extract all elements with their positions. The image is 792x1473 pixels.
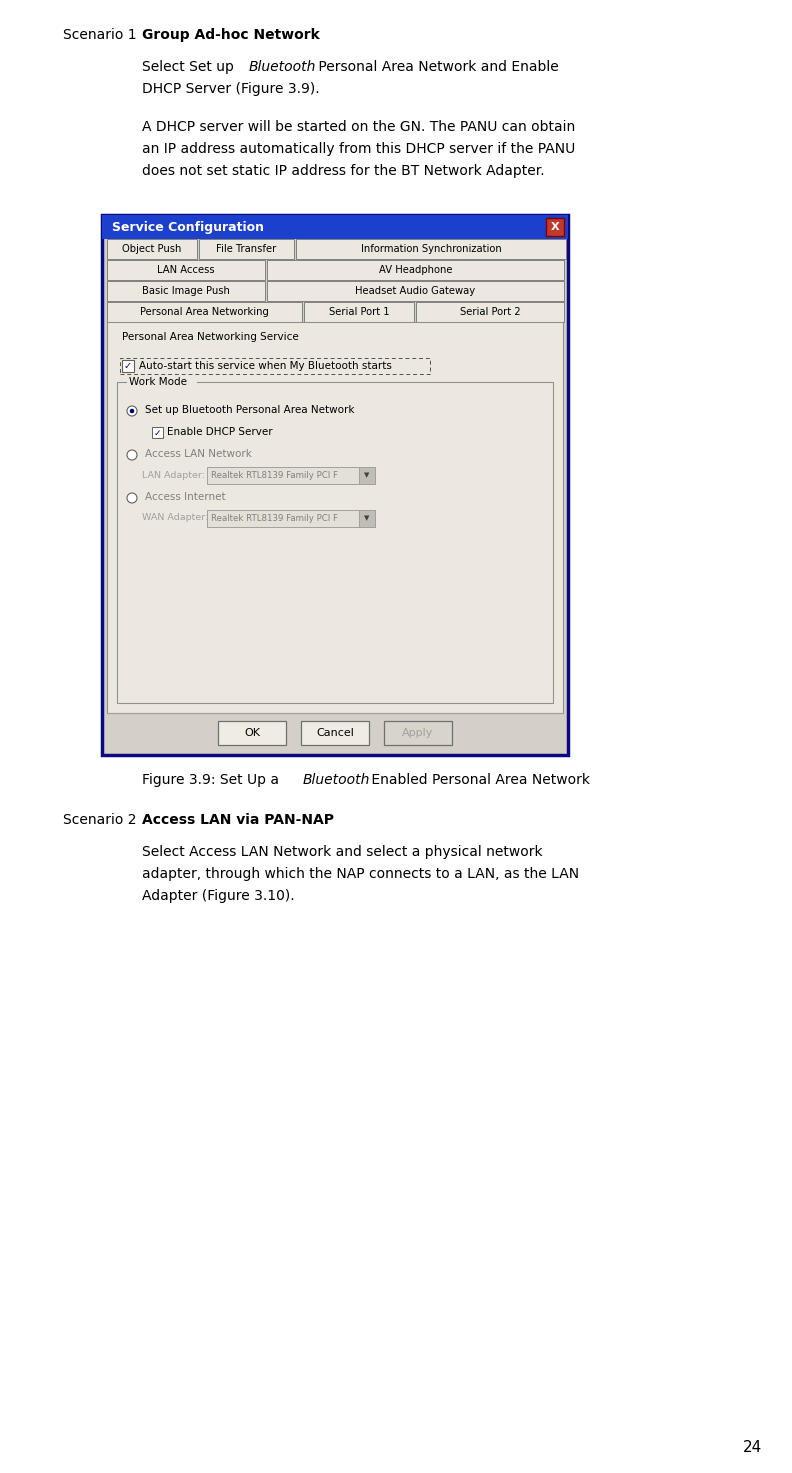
- Text: Access LAN via PAN-NAP: Access LAN via PAN-NAP: [142, 813, 334, 826]
- Circle shape: [127, 449, 137, 460]
- Text: ✓: ✓: [124, 361, 132, 371]
- Bar: [127, 376, 197, 387]
- Text: Scenario 2: Scenario 2: [63, 813, 136, 826]
- Text: ▼: ▼: [364, 516, 370, 521]
- Text: an IP address automatically from this DHCP server if the PANU: an IP address automatically from this DH…: [142, 141, 575, 156]
- Bar: [107, 261, 265, 280]
- Bar: [152, 427, 163, 437]
- Text: DHCP Server (Figure 3.9).: DHCP Server (Figure 3.9).: [142, 82, 320, 96]
- Text: OK: OK: [244, 728, 260, 738]
- Text: Access LAN Network: Access LAN Network: [145, 449, 252, 460]
- Text: Personal Area Networking Service: Personal Area Networking Service: [122, 331, 299, 342]
- Bar: [107, 302, 302, 323]
- Text: Object Push: Object Push: [122, 245, 181, 253]
- Text: Serial Port 1: Serial Port 1: [329, 306, 390, 317]
- Bar: [102, 215, 568, 239]
- Bar: [359, 510, 375, 527]
- Bar: [301, 720, 369, 745]
- Bar: [296, 239, 566, 259]
- Text: X: X: [550, 222, 559, 233]
- Text: Work Mode: Work Mode: [129, 377, 187, 387]
- Circle shape: [130, 408, 135, 414]
- Text: Serial Port 2: Serial Port 2: [459, 306, 520, 317]
- Text: LAN Access: LAN Access: [157, 265, 215, 275]
- Text: ▼: ▼: [364, 473, 370, 479]
- Text: Bluetooth: Bluetooth: [303, 773, 370, 787]
- Bar: [122, 359, 134, 373]
- Text: File Transfer: File Transfer: [216, 245, 276, 253]
- Text: Basic Image Push: Basic Image Push: [142, 286, 230, 296]
- Text: Information Synchronization: Information Synchronization: [360, 245, 501, 253]
- Text: Personal Area Networking: Personal Area Networking: [140, 306, 269, 317]
- Bar: [102, 215, 568, 756]
- Text: adapter, through which the NAP connects to a LAN, as the LAN: adapter, through which the NAP connects …: [142, 868, 579, 881]
- Circle shape: [127, 493, 137, 502]
- Bar: [107, 323, 563, 713]
- Text: Enable DHCP Server: Enable DHCP Server: [167, 427, 272, 437]
- Text: Enabled Personal Area Network: Enabled Personal Area Network: [367, 773, 590, 787]
- Text: Scenario 1: Scenario 1: [63, 28, 137, 43]
- Bar: [416, 302, 564, 323]
- Text: Headset Audio Gateway: Headset Audio Gateway: [356, 286, 475, 296]
- Text: Group Ad-hoc Network: Group Ad-hoc Network: [142, 28, 320, 43]
- Text: 24: 24: [743, 1441, 762, 1455]
- Text: LAN Adapter:: LAN Adapter:: [142, 470, 205, 480]
- Text: Apply: Apply: [402, 728, 434, 738]
- Text: Adapter (Figure 3.10).: Adapter (Figure 3.10).: [142, 890, 295, 903]
- Bar: [207, 510, 375, 527]
- Text: WAN Adapter:: WAN Adapter:: [142, 514, 208, 523]
- Bar: [546, 218, 564, 236]
- Text: Auto-start this service when My Bluetooth starts: Auto-start this service when My Bluetoot…: [139, 361, 392, 371]
- Text: AV Headphone: AV Headphone: [379, 265, 452, 275]
- Text: Cancel: Cancel: [316, 728, 354, 738]
- Text: ✓: ✓: [154, 429, 162, 437]
- Text: Set up Bluetooth Personal Area Network: Set up Bluetooth Personal Area Network: [145, 405, 355, 415]
- Text: Personal Area Network and Enable: Personal Area Network and Enable: [314, 60, 558, 74]
- Text: Figure 3.9: Set Up a: Figure 3.9: Set Up a: [142, 773, 284, 787]
- Text: Realtek RTL8139 Family PCI F: Realtek RTL8139 Family PCI F: [211, 471, 338, 480]
- Bar: [120, 358, 430, 374]
- Text: Access Internet: Access Internet: [145, 492, 226, 502]
- Text: Bluetooth: Bluetooth: [249, 60, 316, 74]
- Text: does not set static IP address for the BT Network Adapter.: does not set static IP address for the B…: [142, 164, 545, 178]
- Text: Select Set up: Select Set up: [142, 60, 238, 74]
- Bar: [218, 720, 286, 745]
- Text: A DHCP server will be started on the GN. The PANU can obtain: A DHCP server will be started on the GN.…: [142, 119, 575, 134]
- Bar: [117, 382, 553, 703]
- Bar: [359, 467, 375, 485]
- Bar: [107, 281, 265, 300]
- Text: Select Access LAN Network and select a physical network: Select Access LAN Network and select a p…: [142, 846, 543, 859]
- Bar: [267, 261, 564, 280]
- Text: Realtek RTL8139 Family PCI F: Realtek RTL8139 Family PCI F: [211, 514, 338, 523]
- Bar: [107, 239, 197, 259]
- Bar: [199, 239, 294, 259]
- Circle shape: [127, 407, 137, 415]
- Bar: [384, 720, 452, 745]
- Bar: [304, 302, 414, 323]
- Bar: [267, 281, 564, 300]
- Text: Service Configuration: Service Configuration: [112, 221, 264, 234]
- Bar: [207, 467, 375, 485]
